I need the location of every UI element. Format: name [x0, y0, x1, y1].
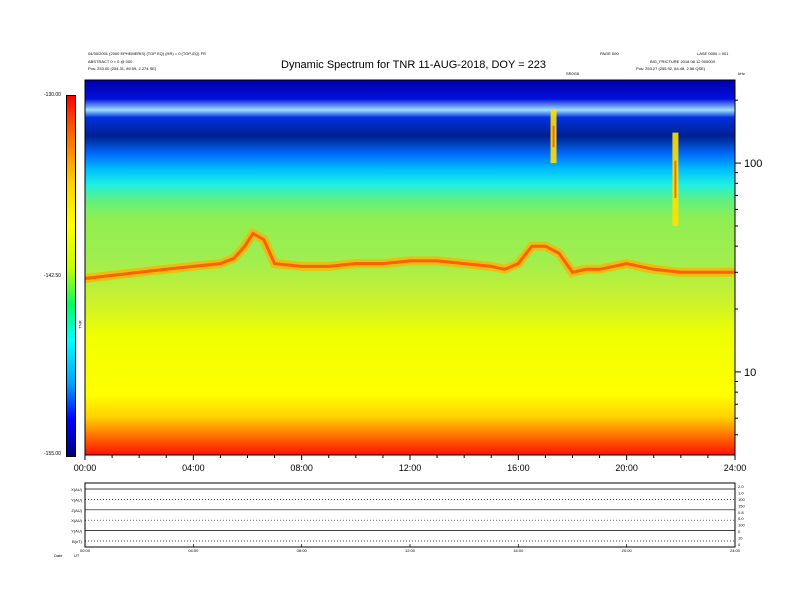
- orbit-right-tick: 1.0: [738, 490, 744, 495]
- colorbar-tick-top: -130.00: [44, 92, 61, 98]
- header-info-right-3: BIG_FRICTURE 2018 08 12 000000: [650, 59, 715, 64]
- orbit-row-label: Y(AU): [71, 529, 83, 534]
- colorbar: [66, 95, 76, 457]
- orbit-right-tick: 100: [738, 497, 745, 502]
- x-axis: 00:00 04:00 08:00 12:00 16:00 20:00 24:00: [74, 455, 747, 473]
- x-tick-label: 20:00: [615, 463, 638, 473]
- orbit-right-tick: 100: [738, 523, 745, 528]
- header-info-left-3: Pos: 253.00 (254.31, 89.59, 2.274 SE): [88, 66, 157, 71]
- radio-burst-core-0: [552, 125, 555, 148]
- orbit-right-tick: 0.8: [738, 510, 744, 515]
- header-info-left-1: 04/30/2001 (2000 EPHEMERIS) (TOP EQ) (HR…: [88, 51, 206, 56]
- header-info-right-4: Pos: 253.27 (255.92, 84.48, 2.56 QSE): [636, 66, 706, 71]
- orbit-right-tick: 10: [738, 536, 743, 541]
- colorbar-tick-bottom: -155.00: [44, 451, 61, 457]
- y-tick-label: 100: [744, 158, 762, 170]
- orbit-row-label: X(AU): [71, 518, 83, 523]
- orbit-x-label: 12:00: [405, 548, 416, 553]
- unit-label: kHz: [738, 71, 745, 76]
- orbit-x-label: 16:00: [513, 548, 524, 553]
- x-tick-label: 04:00: [182, 463, 205, 473]
- header-tag: SR0G6: [566, 71, 580, 76]
- orbit-panel: X(AU)Y(AU)Z(AU)X(AU)Y(AU)B(nT)2.01.01001…: [54, 484, 745, 558]
- orbit-right-tick: 150: [738, 503, 745, 508]
- header-info-right-2: LASE 0000 = 001: [697, 51, 729, 56]
- orbit-x-label: 04:00: [188, 548, 199, 553]
- orbit-right-tick: 0.0: [738, 516, 744, 521]
- orbit-footer-label: UT: [74, 553, 80, 558]
- orbit-row-label: B(nT): [72, 539, 83, 544]
- orbit-row-label: Z(AU): [71, 508, 82, 513]
- header-info-right-1: PAGE 000: [600, 51, 619, 56]
- x-tick-label: 24:00: [724, 463, 747, 473]
- orbit-row-label: Y(AU): [71, 497, 83, 502]
- plasma-line: [84, 231, 735, 280]
- y-tick-label: 10: [744, 367, 756, 379]
- orbit-panel-frame: [84, 482, 736, 548]
- chart-title: Dynamic Spectrum for TNR 11-AUG-2018, DO…: [281, 59, 547, 71]
- x-tick-label: 08:00: [290, 463, 313, 473]
- orbit-footer-label: Date: [54, 553, 63, 558]
- x-tick-label: 12:00: [399, 463, 422, 473]
- orbit-x-label: 08:00: [297, 548, 308, 553]
- y-axis: 100 10: [735, 99, 762, 436]
- colorbar-tick-mid: -142.50: [44, 273, 61, 279]
- orbit-right-tick: 0: [738, 529, 741, 534]
- orbit-right-tick: 2.0: [738, 484, 744, 489]
- orbit-x-label: 00:00: [80, 548, 91, 553]
- spectrogram-features: [84, 109, 735, 283]
- orbit-right-tick: 0: [738, 542, 741, 547]
- orbit-x-label: 20:00: [622, 548, 633, 553]
- header-info-left-2: ABSTRACT 0 = 0 @ 000: [88, 59, 133, 64]
- x-tick-label: 00:00: [74, 463, 97, 473]
- orbit-x-label: 24:00: [730, 548, 741, 553]
- radio-burst-core-1: [674, 160, 677, 198]
- orbit-row-label: X(AU): [71, 487, 83, 492]
- x-tick-label: 16:00: [507, 463, 530, 473]
